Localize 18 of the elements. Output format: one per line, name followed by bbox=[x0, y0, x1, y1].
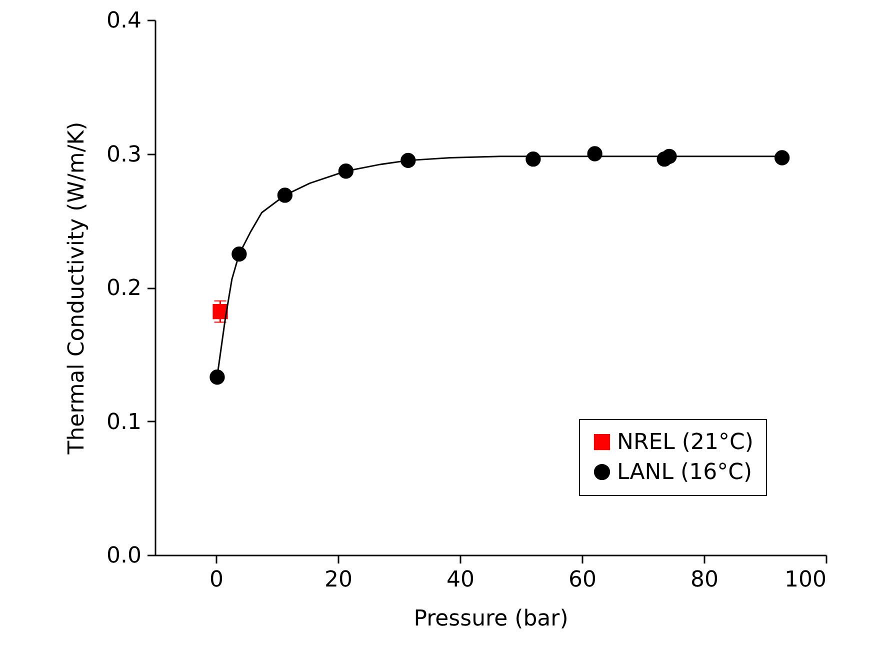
y-tick-label: 0.0 bbox=[106, 544, 142, 568]
legend-label: NREL (21°C) bbox=[617, 430, 754, 455]
x-tick-label: 40 bbox=[446, 568, 474, 592]
x-axis-title: Pressure (bar) bbox=[414, 606, 568, 632]
point bbox=[774, 150, 790, 166]
x-tick-label: 60 bbox=[568, 568, 596, 592]
y-axis-title: Thermal Conductivity (W/m/K) bbox=[64, 122, 90, 456]
y-tick-label: 0.1 bbox=[106, 410, 142, 435]
y-tick-label: 0.4 bbox=[106, 8, 142, 34]
point bbox=[212, 304, 228, 320]
y-tick-label: 0.2 bbox=[106, 276, 142, 301]
y-tick-label: 0.3 bbox=[106, 142, 142, 168]
x-tick-label: 80 bbox=[690, 568, 718, 592]
legend-label: LANL (16°C) bbox=[617, 460, 752, 485]
x-tick-label: 100 bbox=[784, 568, 826, 592]
x-tick-label: 20 bbox=[324, 568, 352, 592]
point bbox=[210, 370, 225, 385]
x-tick-label: 0 bbox=[210, 568, 224, 592]
